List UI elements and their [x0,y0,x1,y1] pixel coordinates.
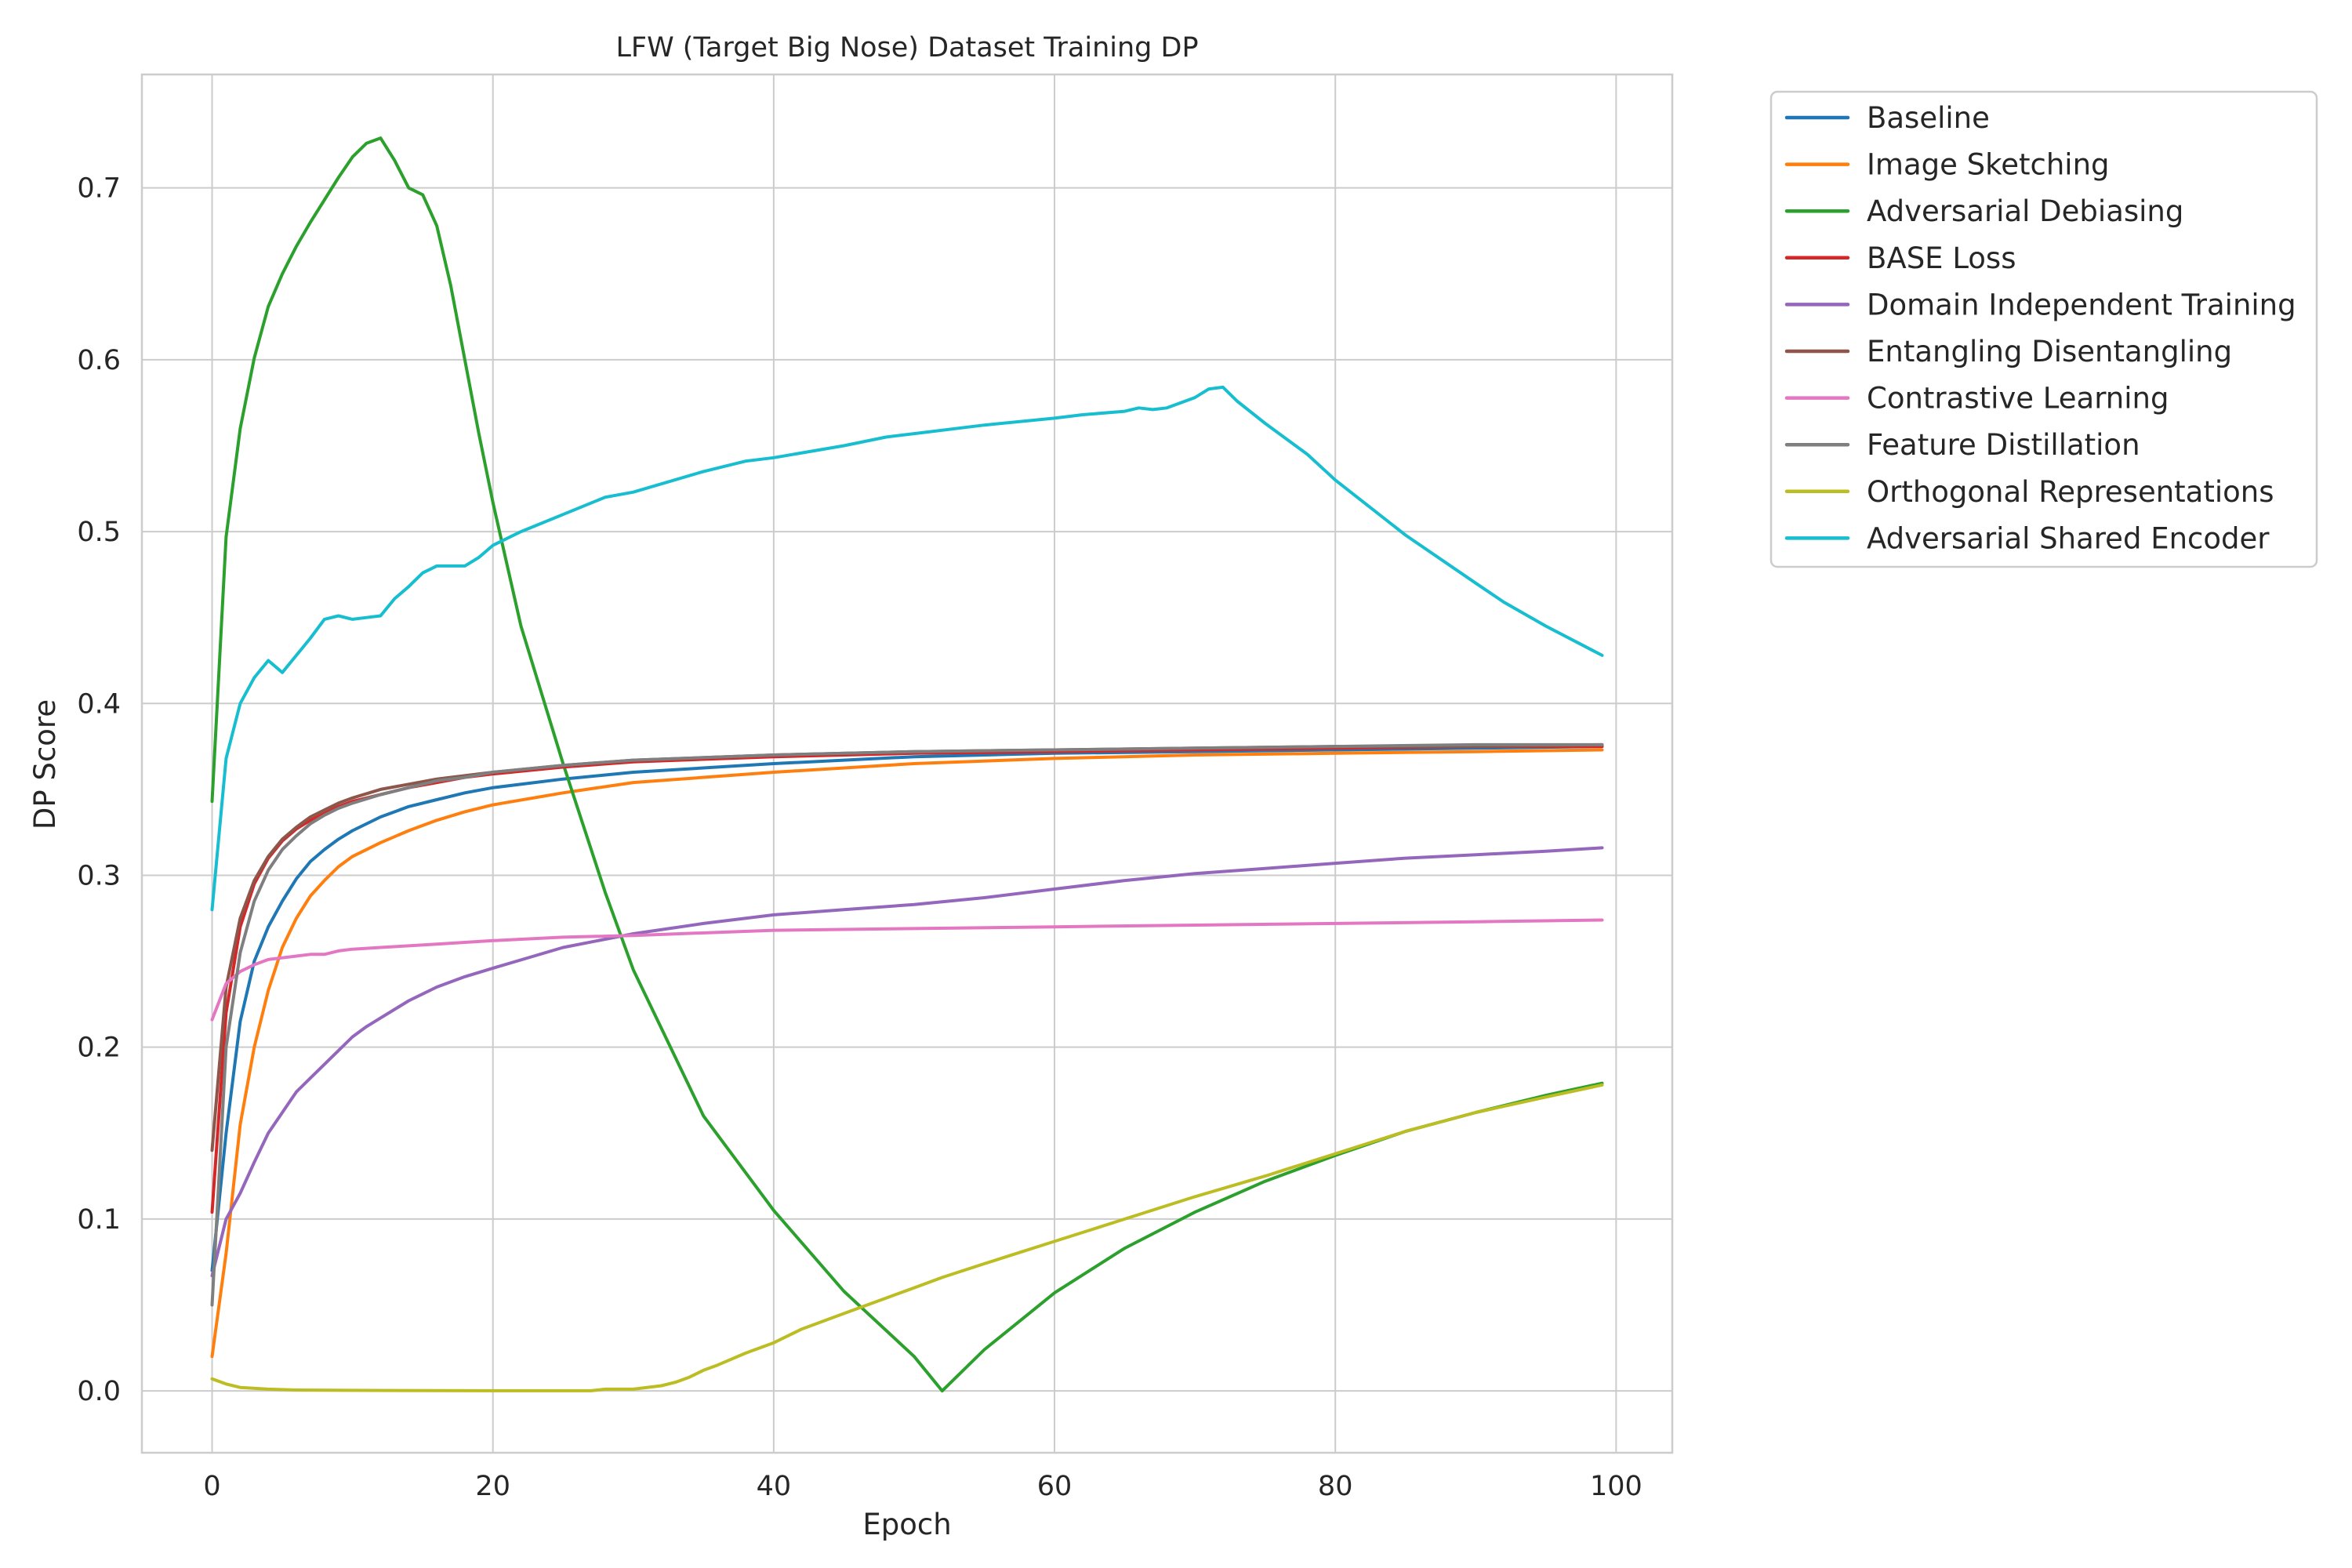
y-tick-label: 0.3 [77,860,121,891]
y-tick-label: 0.0 [77,1376,121,1407]
x-tick-label: 60 [1037,1471,1073,1502]
y-tick-label: 0.7 [77,173,121,205]
x-axis-label: Epoch [862,1508,951,1541]
legend-label-adversarial-debiasing: Adversarial Debiasing [1867,194,2183,228]
x-tick-label: 0 [203,1471,220,1502]
series-line-adversarial-shared-encoder [210,385,1604,912]
plot-frame [140,73,1674,1454]
series-line-contrastive-learning [210,918,1604,1022]
x-axis-ticks: 0 20 40 60 80 100 [203,1471,1642,1502]
y-tick-label: 0.5 [77,517,121,548]
legend-entries: Baseline Image Sketching Adversarial Debia… [1784,101,2296,555]
x-tick-label: 40 [757,1471,792,1502]
y-axis-label: DP Score [28,699,62,829]
y-tick-label: 0.2 [77,1033,121,1064]
legend-label-image-sketching: Image Sketching [1867,148,2110,182]
legend-label-baseline: Baseline [1867,101,1990,135]
legend-label-orthogonal-representations: Orthogonal Representations [1867,475,2274,509]
y-tick-label: 0.1 [77,1204,121,1236]
legend-label-base-loss: BASE Loss [1867,241,2016,275]
chart-title: LFW (Target Big Nose) Dataset Training D… [615,32,1198,64]
legend-label-feature-distillation: Feature Distillation [1867,428,2140,462]
series-line-domain-independent-training [210,846,1604,1278]
legend-label-adversarial-shared-encoder: Adversarial Shared Encoder [1867,521,2270,555]
series-line-image-sketching [210,748,1604,1359]
series-line-feature-distillation [210,742,1604,1307]
legend-frame [1769,90,2318,568]
series-line-baseline [210,745,1604,1272]
series-line-adversarial-debiasing [210,136,1604,1393]
y-tick-label: 0.4 [77,688,121,720]
legend-label-contrastive-learning: Contrastive Learning [1867,382,2169,416]
series-lines [210,136,1604,1393]
x-tick-label: 80 [1318,1471,1353,1502]
series-line-orthogonal-representations [210,1083,1604,1392]
y-tick-label: 0.6 [77,345,121,376]
y-axis-ticks: 0.0 0.1 0.2 0.3 0.4 0.5 0.6 0.7 [77,173,121,1407]
legend-label-entangling-disentangling: Entangling Disentangling [1867,335,2232,368]
x-tick-label: 20 [475,1471,510,1502]
legend: Baseline Image Sketching Adversarial Debia… [1769,90,2318,568]
x-tick-label: 100 [1590,1471,1642,1502]
legend-label-domain-independent-training: Domain Independent Training [1867,288,2296,321]
